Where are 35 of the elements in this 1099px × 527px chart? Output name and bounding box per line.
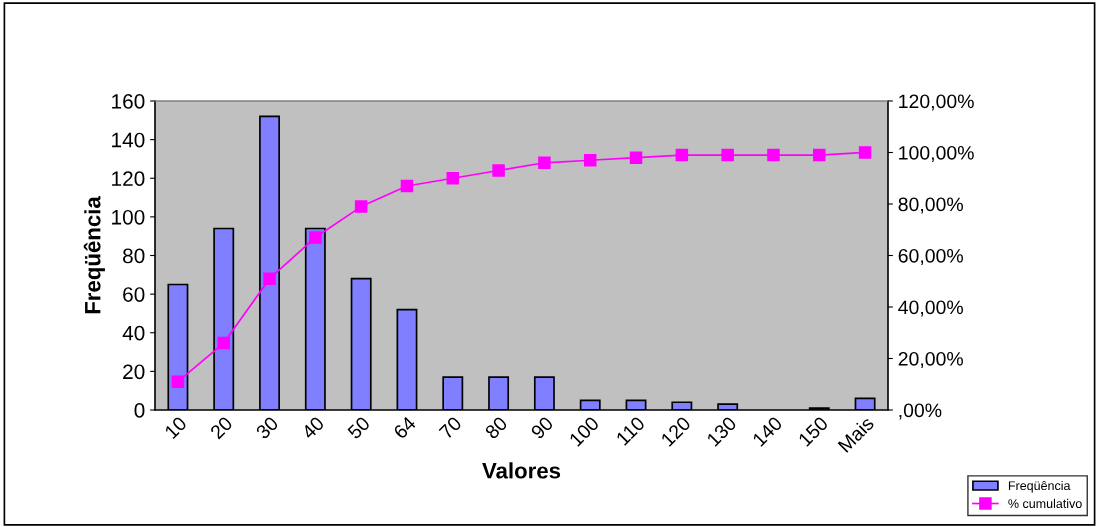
x-tick-label: 110 (615, 415, 646, 446)
y2-tick-label: ,00% (899, 403, 942, 420)
legend-label: % cumulativo (1008, 498, 1082, 509)
y-tick-label: 20 (123, 364, 145, 380)
x-tick-label: 40 (300, 415, 325, 440)
x-tick-label: 20 (209, 415, 234, 440)
y2-tick-label: 60,00% (898, 248, 963, 266)
x-tick-label: 10 (164, 415, 188, 440)
y2-tick-label: 40,00% (898, 300, 963, 317)
x-tick-label: 30 (255, 415, 280, 440)
legend-label: Freqüência (1008, 480, 1071, 493)
y-tick-label: 160 (112, 94, 145, 109)
y-tick-label: 0 (134, 403, 145, 418)
x-tick-label: 90 (530, 415, 554, 440)
y2-tick-label: 80,00% (898, 197, 963, 214)
x-tick-label: 150 (797, 415, 829, 447)
y-tick-label: 140 (112, 132, 145, 148)
y2-tick-label: 120,00% (899, 94, 974, 111)
y-axis-title: Freqüência (83, 196, 105, 314)
y-tick-label: 100 (112, 209, 145, 225)
x-tick-label: 140 (751, 415, 784, 447)
x-tick-label: 100 (568, 415, 600, 447)
y-tick-label: 40 (122, 325, 145, 341)
y2-tick-label: 100,00% (899, 145, 974, 163)
y2-tick-label: 20,00% (898, 351, 963, 369)
x-axis-title: Valores (482, 462, 561, 479)
x-tick-label: 130 (706, 415, 738, 447)
x-tick-label: 80 (484, 415, 509, 440)
y-tick-label: 120 (112, 171, 145, 186)
x-tick-label: 64 (392, 415, 417, 440)
x-tick-label: 50 (346, 415, 371, 440)
x-tick-label: 120 (660, 415, 692, 447)
x-tick-label: 70 (438, 415, 463, 440)
y-tick-label: 60 (123, 287, 145, 302)
y-tick-label: 80 (123, 248, 145, 264)
